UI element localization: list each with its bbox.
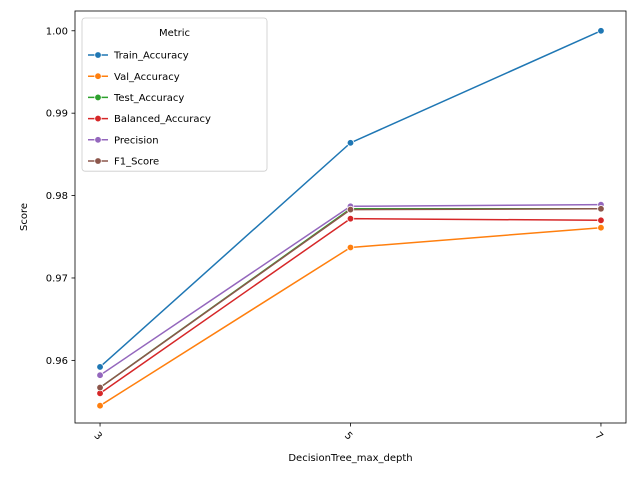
legend-items: Train_Accuracy Val_Accuracy Test_Accuracy B… (88, 51, 211, 168)
legend-marker (94, 93, 102, 102)
legend-label: Balanced_Accuracy (114, 114, 211, 125)
y-tick-label: 1.00 (46, 26, 68, 37)
legend-label: Precision (114, 135, 159, 146)
legend-item: Balanced_Accuracy (88, 114, 211, 125)
legend-marker (94, 157, 102, 165)
legend-item: Train_Accuracy (88, 51, 189, 62)
legend-item: Val_Accuracy (88, 72, 180, 83)
legend-marker (94, 51, 102, 59)
series-Train_Accuracy (96, 27, 605, 371)
data-point (96, 363, 104, 371)
y-axis-label: Score (19, 203, 30, 231)
x-tick-label: 5 (342, 430, 354, 442)
legend: Metric Train_Accuracy Val_Accuracy Test_Ac… (81, 17, 268, 172)
series-Precision (96, 200, 605, 379)
data-point (96, 371, 104, 379)
data-point (346, 214, 355, 223)
x-axis: 3 5 7 (92, 423, 605, 442)
x-axis-label: DecisionTree_max_depth (288, 453, 412, 464)
data-point (597, 27, 605, 35)
y-tick-label: 0.99 (46, 109, 68, 120)
series-line (99, 226, 602, 407)
plot-lines (96, 27, 605, 410)
legend-marker (94, 114, 102, 123)
y-tick-label: 0.97 (46, 273, 68, 284)
legend-label: F1_Score (114, 157, 159, 168)
legend-item: Precision (88, 135, 159, 146)
legend-box (81, 17, 268, 172)
data-point (346, 243, 355, 252)
x-tick-label: 7 (592, 430, 604, 442)
series-Balanced_Accuracy (96, 214, 605, 398)
legend-label: Train_Accuracy (113, 51, 189, 62)
data-point (597, 216, 605, 224)
legend-label: Test_Accuracy (113, 93, 184, 104)
data-point (597, 224, 605, 232)
legend-title: Metric (159, 28, 190, 39)
legend-item: Test_Accuracy (88, 93, 184, 104)
data-point (597, 205, 605, 213)
series-F1_Score (96, 205, 605, 392)
legend-marker (94, 136, 102, 144)
data-point (346, 205, 355, 214)
y-tick-label: 0.96 (46, 356, 68, 367)
legend-marker (94, 72, 102, 80)
data-point (96, 383, 104, 392)
series-line (99, 203, 601, 376)
legend-item: F1_Score (88, 157, 159, 168)
series-line (99, 208, 601, 389)
series-Val_Accuracy (96, 224, 605, 410)
legend-label: Val_Accuracy (114, 72, 180, 83)
series-line (99, 208, 601, 389)
y-axis: 0.96 0.97 0.98 0.99 1.00 (46, 26, 75, 367)
x-tick-label: 3 (92, 430, 104, 442)
data-point (96, 402, 104, 410)
data-point (346, 139, 355, 147)
y-tick-label: 0.98 (46, 191, 68, 202)
